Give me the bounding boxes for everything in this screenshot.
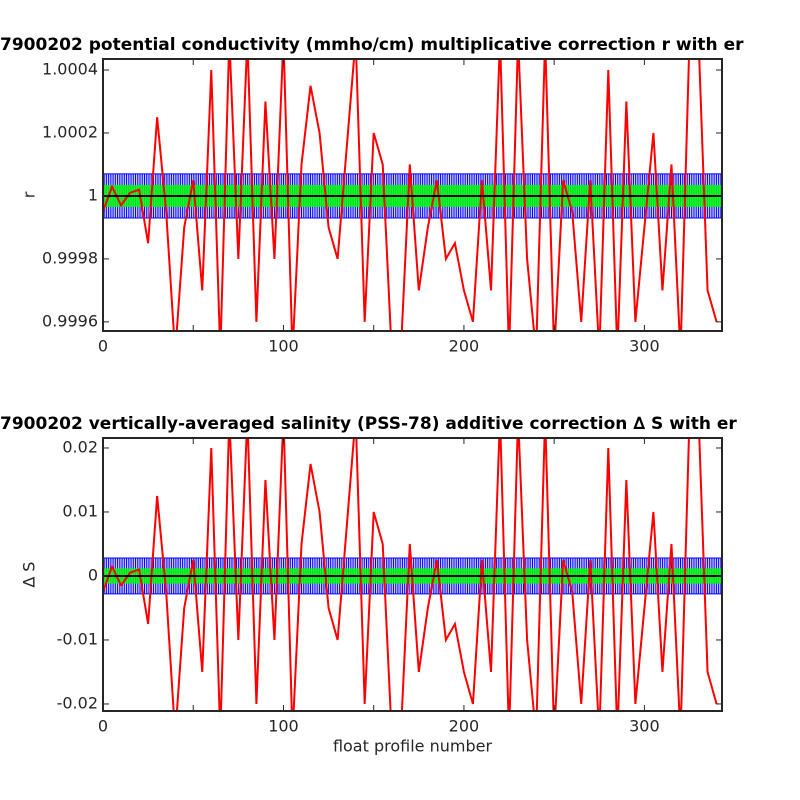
x-tick-label: 0 [98,717,108,736]
y-tick-label: 1 [88,185,98,204]
chart-title: 7900202 potential conductivity (mmho/cm)… [0,35,744,55]
axes-frame [102,58,723,332]
correction-line [103,438,718,711]
y-tick-label: 0.9996 [42,311,98,330]
x-tick-label: 300 [629,337,660,356]
plot-area [103,438,722,711]
axes-frame [102,437,723,712]
y-tick-label: 0.02 [62,437,98,456]
axes: 0 100 200 300 -0.02 -0.01 0 0.01 0.02 7900202 ver… [0,414,737,756]
x-tick-label: 100 [268,717,299,736]
y-axis-label: r [20,191,39,198]
x-tick-label: 0 [98,337,108,356]
x-tick-label: 200 [449,717,480,736]
y-tick-label: 1.0004 [42,60,98,79]
axes: 0 100 200 300 0.9996 0.9998 1 1.0002 1.0004 79002… [0,35,744,356]
y-axis-label: ∆ S [20,562,39,589]
x-tick-label: 300 [629,717,660,736]
y-tick-label: 1.0002 [42,122,98,141]
correction-line [103,59,718,331]
y-tick-label: -0.01 [57,629,98,648]
y-tick-label: 0.9998 [42,248,98,267]
y-tick-label: 0.01 [62,501,98,520]
y-tick-label: -0.02 [57,693,98,712]
x-tick-label: 100 [268,337,299,356]
y-tick-label: 0 [88,565,98,584]
chart-title: 7900202 vertically-averaged salinity (PS… [0,414,737,434]
plot-area [103,59,722,331]
x-axis-label: float profile number [333,737,493,756]
x-tick-label: 200 [449,337,480,356]
